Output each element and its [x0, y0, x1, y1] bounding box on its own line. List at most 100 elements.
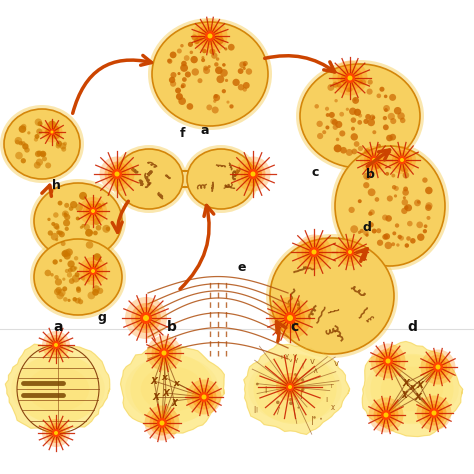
- Circle shape: [45, 125, 60, 139]
- Circle shape: [201, 58, 205, 62]
- Circle shape: [64, 214, 70, 220]
- Circle shape: [358, 113, 362, 118]
- Circle shape: [371, 344, 405, 379]
- Circle shape: [51, 132, 54, 135]
- Circle shape: [238, 68, 244, 74]
- Circle shape: [184, 55, 190, 61]
- Circle shape: [395, 153, 409, 167]
- Circle shape: [15, 140, 19, 144]
- Text: χ: χ: [171, 396, 177, 405]
- Circle shape: [146, 336, 182, 371]
- Text: b: b: [365, 168, 374, 181]
- Circle shape: [206, 104, 212, 110]
- Circle shape: [135, 307, 157, 329]
- Circle shape: [289, 398, 292, 401]
- Circle shape: [112, 169, 122, 179]
- Text: I: I: [325, 397, 328, 403]
- Circle shape: [199, 392, 209, 402]
- Circle shape: [311, 249, 317, 255]
- Circle shape: [18, 141, 23, 146]
- Circle shape: [82, 224, 85, 228]
- Circle shape: [143, 315, 149, 321]
- Text: v: v: [310, 357, 315, 366]
- Text: |: |: [255, 407, 258, 412]
- Circle shape: [284, 312, 296, 324]
- Circle shape: [201, 27, 219, 45]
- Circle shape: [383, 124, 389, 130]
- Circle shape: [67, 299, 71, 302]
- Circle shape: [63, 297, 68, 301]
- Circle shape: [376, 228, 381, 233]
- Circle shape: [157, 418, 167, 428]
- Circle shape: [364, 148, 371, 155]
- Circle shape: [64, 212, 67, 216]
- Circle shape: [402, 189, 409, 196]
- Circle shape: [213, 94, 220, 101]
- Circle shape: [80, 226, 83, 229]
- Circle shape: [21, 141, 26, 146]
- Circle shape: [64, 203, 69, 208]
- Circle shape: [228, 44, 235, 51]
- Circle shape: [425, 404, 443, 422]
- Circle shape: [51, 233, 58, 240]
- Circle shape: [35, 134, 39, 139]
- Circle shape: [178, 97, 186, 105]
- Circle shape: [348, 250, 352, 254]
- Circle shape: [238, 84, 244, 91]
- Circle shape: [198, 24, 222, 48]
- Circle shape: [195, 388, 213, 406]
- Circle shape: [92, 289, 99, 296]
- Circle shape: [83, 261, 103, 281]
- Circle shape: [236, 156, 271, 191]
- Circle shape: [153, 414, 171, 432]
- Circle shape: [182, 77, 187, 82]
- Circle shape: [305, 243, 323, 261]
- Circle shape: [372, 228, 377, 234]
- Circle shape: [125, 297, 167, 339]
- Circle shape: [203, 65, 208, 71]
- Circle shape: [429, 408, 439, 418]
- Ellipse shape: [141, 366, 203, 411]
- Circle shape: [79, 257, 107, 285]
- Circle shape: [106, 227, 110, 231]
- Circle shape: [317, 133, 323, 139]
- Ellipse shape: [264, 366, 326, 411]
- Circle shape: [346, 248, 354, 256]
- Circle shape: [289, 401, 293, 405]
- Circle shape: [340, 242, 360, 262]
- Circle shape: [377, 240, 383, 246]
- Circle shape: [392, 185, 396, 190]
- Circle shape: [21, 158, 26, 164]
- Circle shape: [87, 279, 90, 282]
- Circle shape: [346, 108, 349, 111]
- Circle shape: [364, 150, 384, 170]
- Text: a: a: [53, 320, 63, 334]
- Circle shape: [358, 231, 361, 234]
- Circle shape: [22, 143, 28, 150]
- Circle shape: [212, 107, 219, 113]
- Circle shape: [379, 87, 384, 92]
- Circle shape: [325, 107, 329, 111]
- Circle shape: [58, 230, 63, 235]
- Circle shape: [91, 269, 95, 273]
- Polygon shape: [5, 344, 109, 432]
- Circle shape: [329, 112, 335, 118]
- Circle shape: [214, 94, 218, 98]
- Circle shape: [420, 349, 456, 384]
- Circle shape: [61, 146, 66, 152]
- Circle shape: [167, 59, 171, 63]
- Circle shape: [348, 207, 355, 213]
- Circle shape: [298, 407, 300, 409]
- Circle shape: [34, 137, 38, 142]
- Circle shape: [240, 162, 265, 186]
- Ellipse shape: [125, 356, 219, 423]
- Text: χ: χ: [331, 404, 335, 410]
- Circle shape: [67, 272, 72, 278]
- Ellipse shape: [4, 109, 80, 179]
- Ellipse shape: [266, 234, 398, 358]
- Circle shape: [286, 383, 294, 391]
- Circle shape: [202, 49, 207, 53]
- Circle shape: [215, 66, 223, 74]
- Circle shape: [389, 94, 396, 101]
- Circle shape: [343, 245, 357, 259]
